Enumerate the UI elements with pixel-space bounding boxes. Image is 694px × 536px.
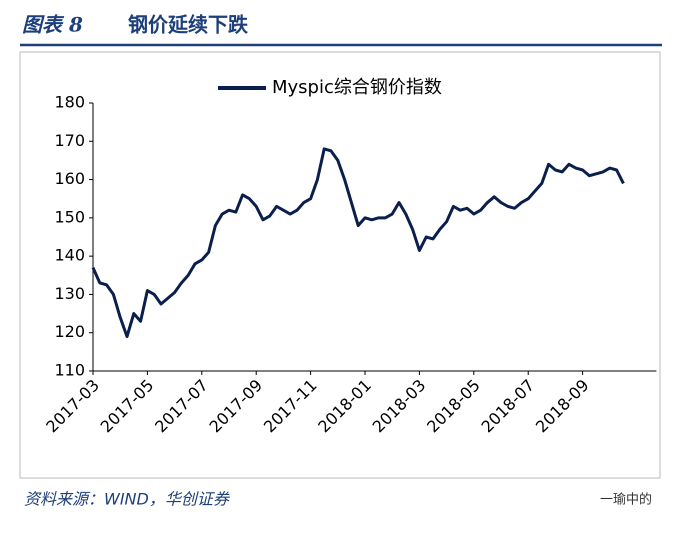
x-tick-label: 2017-11 xyxy=(260,376,321,437)
source: 资料来源：WIND，华创证券 xyxy=(24,490,231,509)
x-tick-label: 2017-05 xyxy=(97,376,158,437)
figure-number: 图表 8 xyxy=(22,13,83,37)
x-tick-label: 2018-05 xyxy=(423,376,484,437)
x-tick-label: 2018-03 xyxy=(369,376,430,437)
y-tick-label: 160 xyxy=(54,169,85,188)
x-tick-label: 2018-01 xyxy=(314,376,375,437)
y-tick-label: 120 xyxy=(54,322,85,341)
plot: 1101201301401501601701802017-032017-0520… xyxy=(42,77,657,437)
y-tick-label: 180 xyxy=(54,93,85,112)
y-tick-label: 140 xyxy=(54,246,85,265)
y-tick-label: 130 xyxy=(54,284,85,303)
legend-label: Myspic综合钢价指数 xyxy=(272,77,442,98)
x-tick-label: 2017-03 xyxy=(42,376,103,437)
y-tick-label: 150 xyxy=(54,207,85,226)
x-tick-label: 2017-07 xyxy=(151,376,212,437)
x-tick-label: 2018-09 xyxy=(532,376,593,437)
x-tick-label: 2017-09 xyxy=(205,376,266,437)
x-tick-label: 2018-07 xyxy=(477,376,538,437)
chart-frame xyxy=(19,51,661,479)
figure-title: 钢价延续下跌 xyxy=(128,13,249,37)
y-tick-label: 170 xyxy=(54,131,85,150)
line-series xyxy=(91,147,625,339)
y-tick-label: 110 xyxy=(54,361,85,380)
watermark: 一瑜中的 xyxy=(600,492,652,508)
